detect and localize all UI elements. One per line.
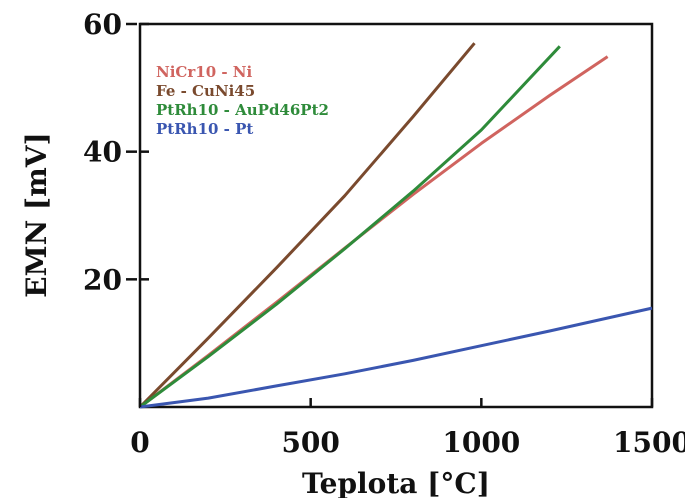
plot-frame xyxy=(138,22,654,409)
legend-entry-3: PtRh10 - AuPd46Pt2 xyxy=(156,101,329,119)
y-tick-label: 20 xyxy=(83,263,122,296)
axis-ticks: 0 500 1000 1500 20 40 60 xyxy=(83,8,685,459)
x-axis-title: Teplota [°C] xyxy=(302,467,490,498)
series-line-4 xyxy=(139,306,653,409)
x-tick-label: 500 xyxy=(281,426,339,459)
x-tick-label: 0 xyxy=(130,426,149,459)
y-axis-title: EMN [mV] xyxy=(20,132,53,298)
x-tick-label: 1000 xyxy=(442,426,520,459)
series-line-3 xyxy=(139,45,561,409)
series-group xyxy=(138,42,653,409)
legend-entry-4: PtRh10 - Pt xyxy=(156,120,253,138)
legend-entry-2: Fe - CuNi45 xyxy=(156,82,255,100)
legend-entry-1: NiCr10 - Ni xyxy=(156,63,253,81)
series-line-2 xyxy=(138,42,476,409)
y-tick-label: 40 xyxy=(83,136,122,169)
x-tick-label: 1500 xyxy=(613,426,685,459)
y-tick-label: 60 xyxy=(83,8,122,41)
